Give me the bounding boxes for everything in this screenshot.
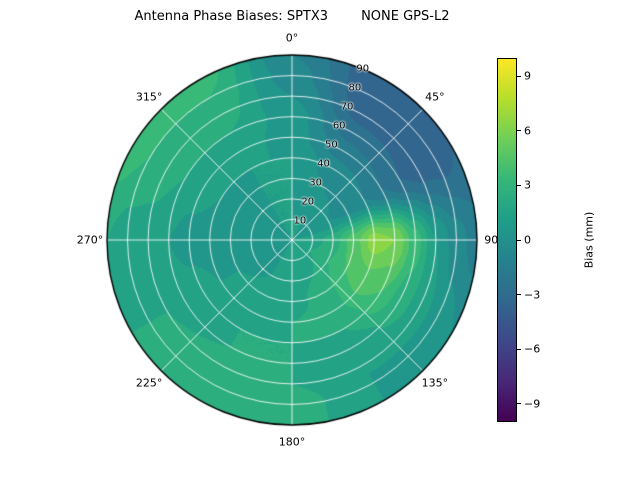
angular-tick-label-225: 225° [135,376,163,390]
colorbar-tick-label-9: 9 [524,69,531,83]
angular-tick-label-315: 315° [135,90,163,104]
colorbar-tick-label-0: 0 [524,233,531,247]
angular-tick-label-135: 135° [421,376,449,390]
colorbar-tick-mark [517,403,521,405]
colorbar-axis-label: Bias (mm) [582,211,596,269]
angular-tick-label-180: 180° [278,435,306,449]
colorbar-tick-mark [517,239,521,241]
radial-tick-label-40: 40 [317,158,330,170]
radial-tick-label-60: 60 [332,120,346,132]
radial-tick-label-10: 10 [293,215,307,227]
radial-tick-label-50: 50 [324,139,338,151]
angular-tick-label-0: 0° [285,31,299,45]
radial-tick-label-70: 70 [340,101,354,113]
radial-tick-label-20: 20 [301,196,315,208]
colorbar-tick-mark [517,294,521,296]
polar-heatmap-canvas [103,51,481,429]
radial-tick-label-30: 30 [309,177,322,189]
angular-tick-label-270: 270° [76,233,104,247]
radial-tick-label-80: 80 [348,82,362,94]
colorbar-tick-label-6: 6 [524,124,531,138]
colorbar-tick-mark [517,348,521,350]
colorbar [497,58,517,422]
colorbar-tick-label--6: −6 [524,342,541,356]
colorbar-tick-mark [517,75,521,77]
radial-tick-label-90: 90 [356,63,370,75]
chart-title: Antenna Phase Biases: SPTX3 NONE GPS-L2 [134,9,450,24]
colorbar-tick-label-3: 3 [524,178,531,192]
colorbar-tick-mark [517,130,521,132]
colorbar-tick-label--3: −3 [524,288,541,302]
colorbar-tick-mark [517,184,521,186]
colorbar-tick-label--9: −9 [524,397,541,411]
angular-tick-label-45: 45° [425,90,445,104]
